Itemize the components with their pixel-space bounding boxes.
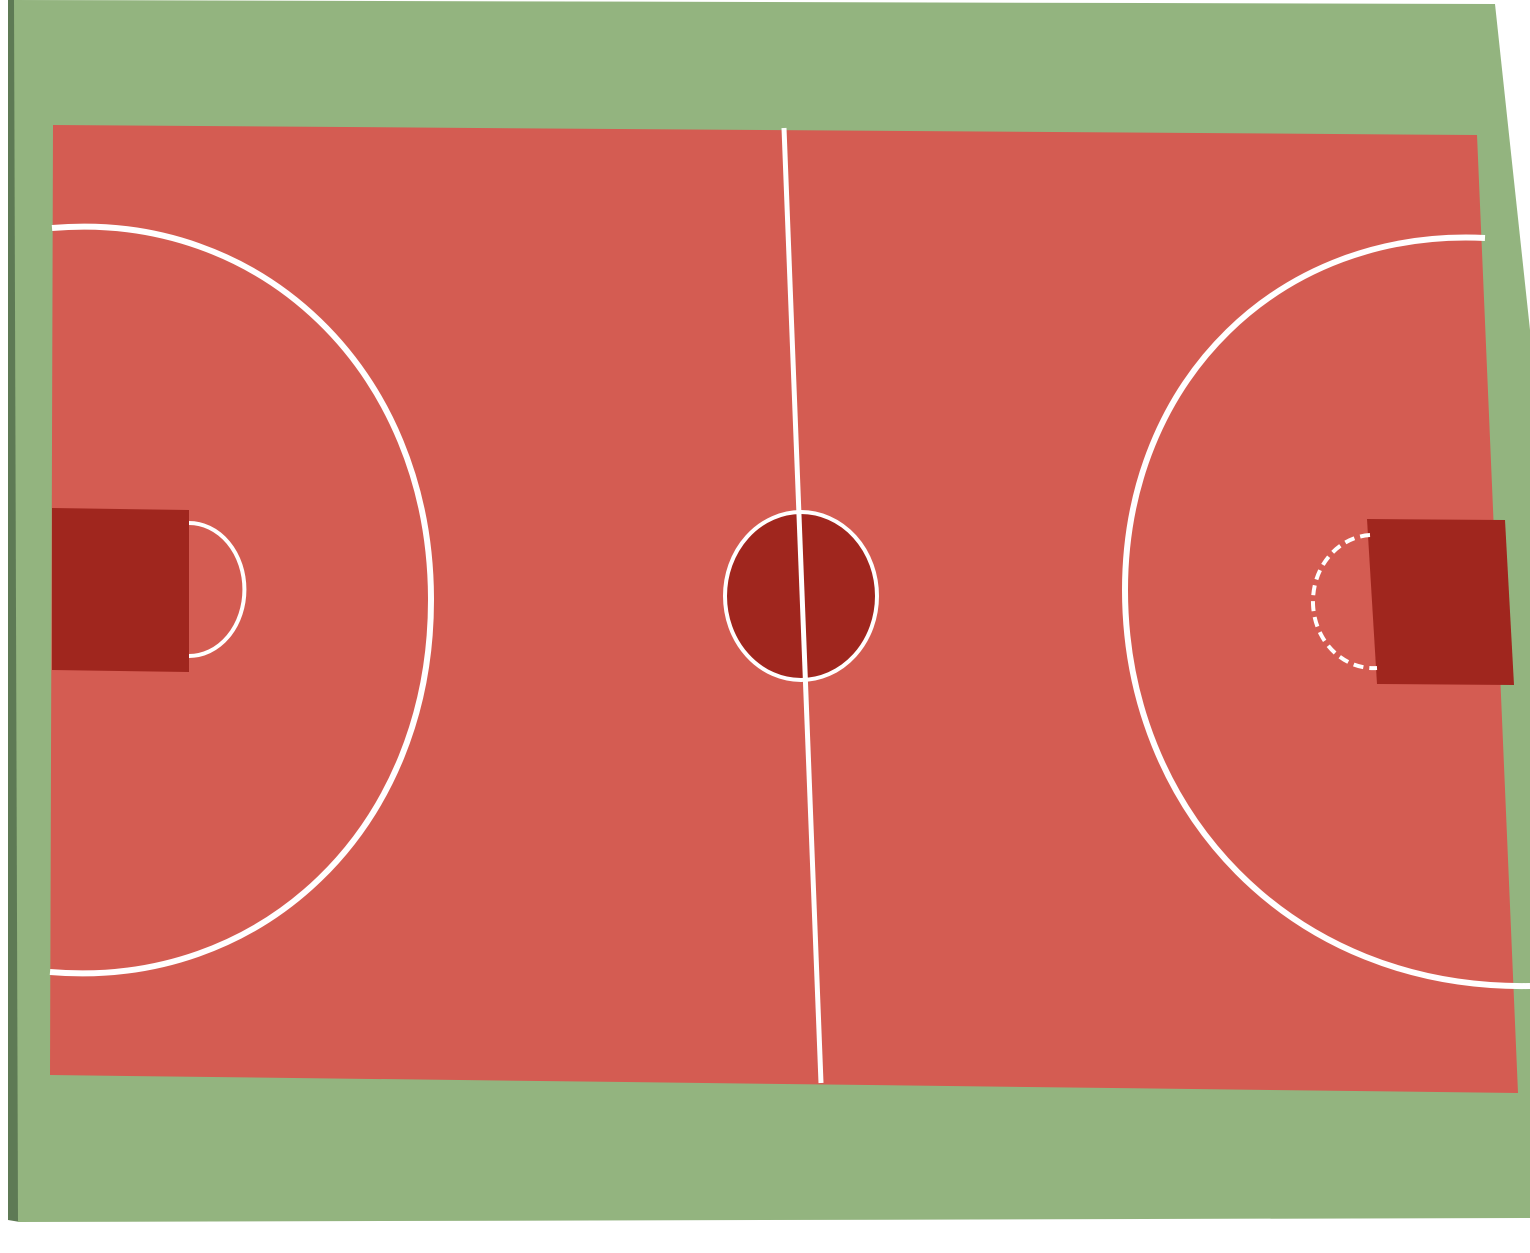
left-key [52, 508, 189, 672]
left-three-point-arc [49, 223, 435, 977]
right-key [1367, 519, 1514, 685]
right-three-point-arc [1121, 234, 1530, 990]
right-free-throw-arc [1310, 533, 1378, 671]
half-court-line [781, 127, 824, 1084]
left-free-throw-arc [188, 521, 247, 658]
